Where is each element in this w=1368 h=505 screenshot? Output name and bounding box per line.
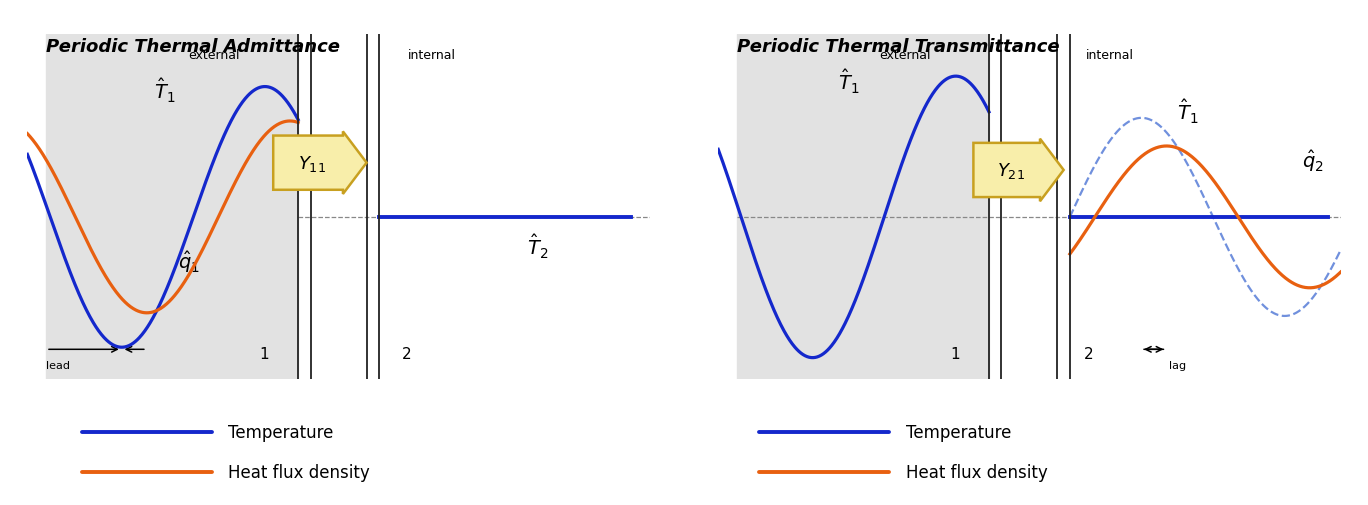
Text: $\hat{q}_1$: $\hat{q}_1$	[178, 248, 200, 274]
Text: external: external	[189, 49, 239, 62]
Text: 1: 1	[259, 346, 268, 361]
Text: Periodic Thermal Transmittance: Periodic Thermal Transmittance	[737, 37, 1059, 56]
Bar	[737, 35, 989, 379]
Text: lead: lead	[47, 360, 70, 370]
Text: 2: 2	[402, 346, 412, 361]
Text: $\hat{T}_1$: $\hat{T}_1$	[1178, 97, 1198, 125]
Bar	[47, 35, 298, 379]
Text: 1: 1	[949, 346, 959, 361]
Text: Temperature: Temperature	[906, 423, 1011, 441]
FancyArrow shape	[274, 132, 367, 194]
Text: lag: lag	[1170, 360, 1186, 370]
Text: Heat flux density: Heat flux density	[906, 463, 1048, 481]
Text: external: external	[880, 49, 930, 62]
Text: 2: 2	[1083, 346, 1093, 361]
Text: $\hat{T}_2$: $\hat{T}_2$	[527, 232, 549, 261]
Text: internal: internal	[1086, 49, 1134, 62]
Text: internal: internal	[408, 49, 456, 62]
Text: $\hat{q}_2$: $\hat{q}_2$	[1302, 147, 1324, 173]
Text: $Y_{11}$: $Y_{11}$	[298, 154, 327, 173]
Text: Temperature: Temperature	[228, 423, 334, 441]
Text: $\hat{T}_1$: $\hat{T}_1$	[839, 68, 859, 96]
Text: Heat flux density: Heat flux density	[228, 463, 371, 481]
Text: Periodic Thermal Admittance: Periodic Thermal Admittance	[47, 37, 341, 56]
FancyArrow shape	[974, 139, 1064, 202]
Text: $Y_{21}$: $Y_{21}$	[997, 161, 1025, 181]
Text: $\hat{T}_1$: $\hat{T}_1$	[153, 76, 175, 105]
